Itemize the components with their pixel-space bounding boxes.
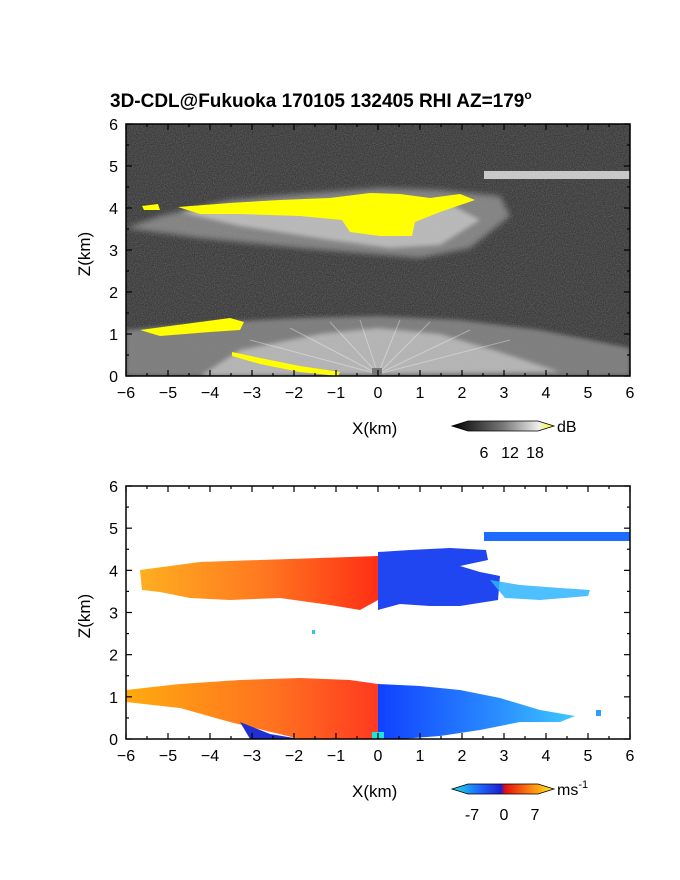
- bottom-colorbar: ms-1 -7 0 7: [450, 779, 588, 824]
- bottom-colorbar-unit: ms-1: [557, 779, 588, 799]
- bottom-colorbar-tick: -7: [465, 807, 479, 824]
- top-high-layer: [484, 171, 630, 179]
- bottom-colorbar-bar: [450, 783, 556, 795]
- x-tick-label: 6: [626, 748, 635, 765]
- y-tick-label: 3: [109, 606, 118, 623]
- x-tick-label: 1: [416, 748, 425, 765]
- x-tick-label: −6: [117, 385, 135, 402]
- bottom-high-layer: [484, 532, 630, 541]
- top-colorbar-tick: 12: [501, 445, 519, 462]
- top-colorbar-tick: 18: [526, 445, 544, 462]
- top-yellow-surface: [232, 352, 340, 376]
- bottom-ticks: −6 −5 −4 −3 −2 −1 0 1 2 3 4 5 6 0 1 2 3 4 5 6: [109, 479, 634, 765]
- top-yellow-boundary: [140, 318, 244, 336]
- x-tick-label: 4: [542, 748, 551, 765]
- y-tick-label: 4: [109, 563, 118, 580]
- x-tick-label: −1: [327, 385, 345, 402]
- y-tick-label: 4: [109, 201, 118, 218]
- y-tick-label: 0: [109, 732, 118, 749]
- bottom-y-axis-label: Z(km): [75, 594, 94, 638]
- bottom-upper-positive: [140, 556, 378, 610]
- top-fan-rays: [249, 319, 511, 375]
- x-tick-label: −3: [243, 385, 261, 402]
- y-tick-label: 6: [109, 117, 118, 134]
- y-tick-label: 3: [109, 243, 118, 260]
- x-tick-label: 2: [458, 748, 467, 765]
- bottom-colorbar-tick: 7: [531, 807, 540, 824]
- chart-title: 3D-CDL@Fukuoka 170105 132405 RHI AZ=179o: [110, 88, 532, 112]
- bottom-x-axis-label: X(km): [352, 782, 397, 801]
- y-tick-label: 1: [109, 690, 118, 707]
- x-tick-label: −1: [327, 748, 345, 765]
- x-tick-label: 5: [584, 748, 593, 765]
- x-tick-label: −4: [201, 385, 219, 402]
- bottom-upper-negative: [378, 548, 500, 610]
- x-tick-label: 3: [500, 748, 509, 765]
- y-tick-label: 5: [109, 521, 118, 538]
- bottom-upper-negative-tail: [490, 580, 590, 600]
- top-panel-plot-area: [126, 124, 630, 376]
- bottom-boundary-negative: [378, 684, 575, 739]
- x-tick-label: −2: [285, 748, 303, 765]
- bottom-boundary-positive: [126, 678, 378, 739]
- x-tick-label: 4: [542, 385, 551, 402]
- bottom-colorbar-tick: 0: [500, 807, 509, 824]
- top-y-axis-label: Z(km): [75, 232, 94, 276]
- bottom-surface-negative: [240, 722, 300, 739]
- chart-title-superscript: o: [524, 88, 531, 102]
- x-tick-label: 0: [374, 385, 383, 402]
- bottom-colorbar-unit-base: ms: [557, 782, 578, 799]
- top-colorbar-unit: dB: [557, 419, 577, 436]
- y-tick-label: 6: [109, 479, 118, 496]
- top-colorbar-bar: [450, 420, 556, 432]
- x-tick-label: 1: [416, 385, 425, 402]
- y-tick-label: 0: [109, 369, 118, 386]
- y-tick-label: 2: [109, 648, 118, 665]
- top-lidar-origin: [372, 368, 382, 376]
- y-tick-label: 1: [109, 327, 118, 344]
- x-tick-label: 2: [458, 385, 467, 402]
- bottom-panel-plot-area: [126, 532, 630, 739]
- top-colorbar: dB 6 12 18: [450, 419, 577, 462]
- chart-title-text: 3D-CDL@Fukuoka 170105 132405 RHI AZ=179: [110, 91, 524, 112]
- x-tick-label: −5: [159, 385, 177, 402]
- bottom-speckle: [596, 710, 601, 716]
- x-tick-label: 3: [500, 385, 509, 402]
- top-ticks: −6 −5 −4 −3 −2 −1 0 1 2 3 4 5 6 0 1 2 3 4 5 6: [109, 117, 634, 402]
- x-tick-label: −6: [117, 748, 135, 765]
- bottom-speckle: [312, 630, 315, 634]
- x-tick-label: −3: [243, 748, 261, 765]
- x-tick-label: 5: [584, 385, 593, 402]
- x-tick-label: 6: [626, 385, 635, 402]
- x-tick-label: −5: [159, 748, 177, 765]
- top-yellow-left: [142, 204, 160, 210]
- x-tick-label: 0: [374, 748, 383, 765]
- y-tick-label: 5: [109, 159, 118, 176]
- y-tick-label: 2: [109, 285, 118, 302]
- bottom-panel: −6 −5 −4 −3 −2 −1 0 1 2 3 4 5 6 0 1 2 3 4 5 6 X(km) Z(km) m…: [75, 479, 635, 824]
- top-colorbar-tick: 6: [480, 445, 489, 462]
- x-tick-label: −4: [201, 748, 219, 765]
- x-tick-label: −2: [285, 385, 303, 402]
- bottom-colorbar-unit-exponent: -1: [578, 779, 588, 791]
- top-x-axis-label: X(km): [352, 419, 397, 438]
- top-yellow-upper: [178, 193, 475, 236]
